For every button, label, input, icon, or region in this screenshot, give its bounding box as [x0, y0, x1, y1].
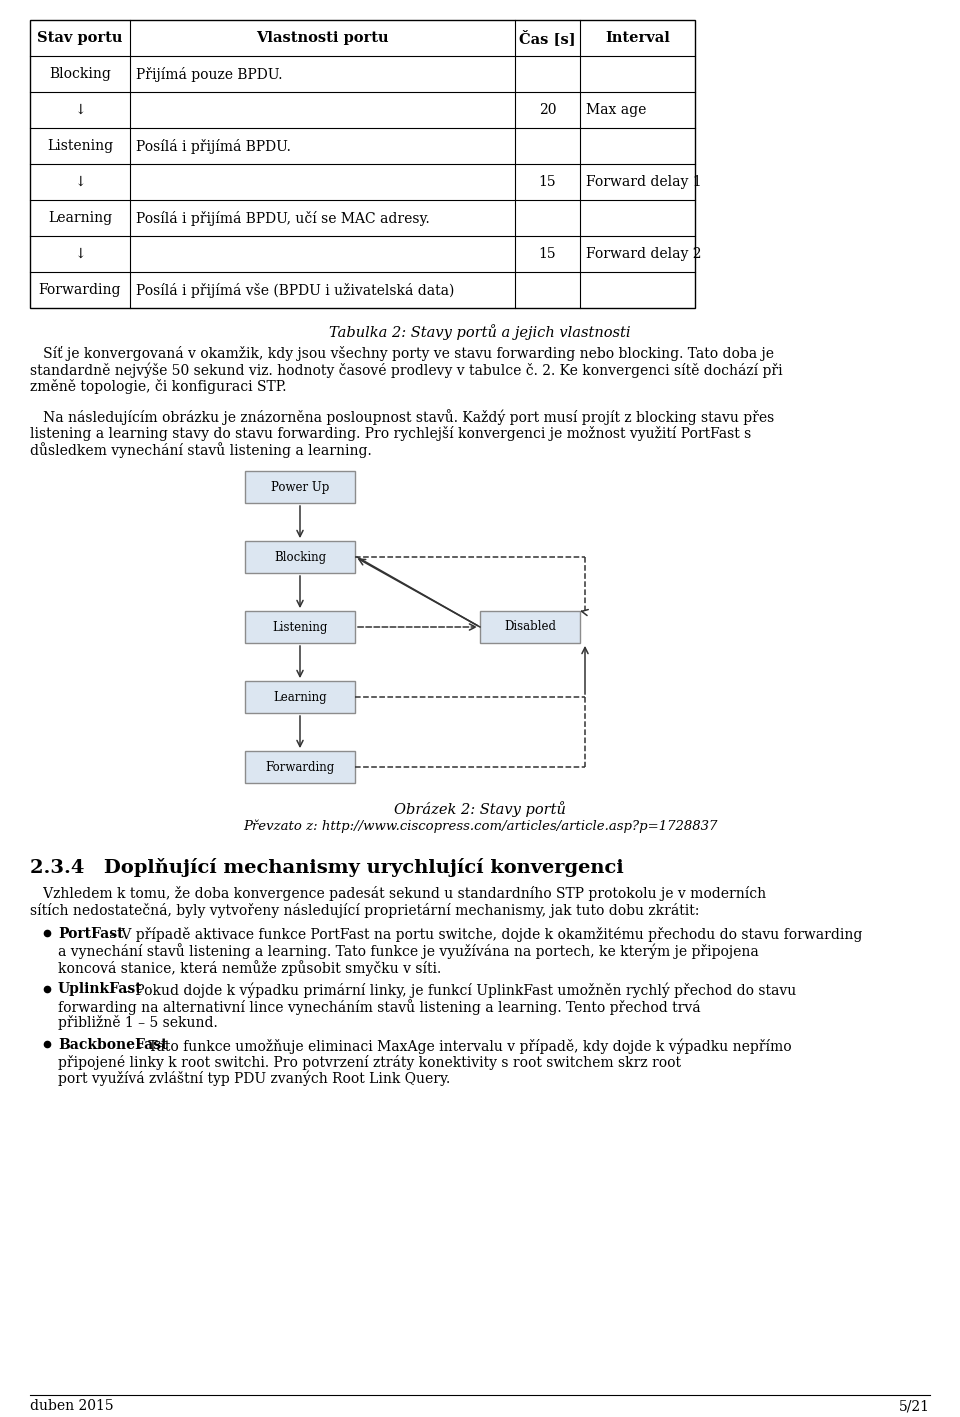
Text: UplinkFast: UplinkFast: [58, 982, 143, 996]
Text: Přijímá pouze BPDU.: Přijímá pouze BPDU.: [136, 67, 282, 82]
Text: Posílá i přijímá BPDU.: Posílá i přijímá BPDU.: [136, 139, 291, 153]
Text: BackboneFast: BackboneFast: [58, 1039, 167, 1051]
Bar: [245, 611, 355, 643]
Bar: [245, 541, 355, 572]
Text: 15: 15: [539, 247, 556, 261]
Text: ↓: ↓: [74, 103, 85, 118]
Text: Vlastnosti portu: Vlastnosti portu: [256, 31, 389, 45]
Text: Interval: Interval: [605, 31, 670, 45]
Text: Čas [s]: Čas [s]: [519, 30, 576, 45]
Text: Forwarding: Forwarding: [265, 761, 335, 774]
Bar: [245, 682, 355, 713]
Text: Forward delay 1: Forward delay 1: [586, 176, 702, 188]
Text: duben 2015: duben 2015: [30, 1399, 113, 1413]
Text: Blocking: Blocking: [274, 550, 326, 564]
Text: Převzato z: http://www.ciscopress.com/articles/article.asp?p=1728837: Převzato z: http://www.ciscopress.com/ar…: [243, 819, 717, 833]
Text: důsledkem vynechání stavů listening a learning.: důsledkem vynechání stavů listening a le…: [30, 442, 372, 458]
Text: Forwarding: Forwarding: [38, 283, 121, 298]
Text: 5/21: 5/21: [899, 1399, 930, 1413]
Text: přibližně 1 – 5 sekund.: přibližně 1 – 5 sekund.: [58, 1016, 218, 1030]
Text: Posílá i přijímá vše (BPDU i uživatelská data): Posílá i přijímá vše (BPDU i uživatelská…: [136, 282, 454, 298]
Text: port využívá zvláštní typ PDU zvaných Root Link Query.: port využívá zvláštní typ PDU zvaných Ro…: [58, 1071, 450, 1087]
Text: Disabled: Disabled: [504, 621, 556, 633]
Text: listening a learning stavy do stavu forwarding. Pro rychlejší konvergenci je mož: listening a learning stavy do stavu forw…: [30, 427, 752, 441]
Text: změně topologie, či konfiguraci STP.: změně topologie, či konfiguraci STP.: [30, 378, 286, 394]
Text: a vynechání stavů listening a learning. Tato funkce je využívána na portech, ke : a vynechání stavů listening a learning. …: [58, 944, 758, 959]
Bar: [480, 611, 580, 643]
Text: PortFast: PortFast: [58, 927, 124, 941]
Text: Tabulka 2: Stavy portů a jejich vlastnosti: Tabulka 2: Stavy portů a jejich vlastnos…: [329, 324, 631, 340]
Text: 2.3.4 Doplňující mechanismy urychlující konvergenci: 2.3.4 Doplňující mechanismy urychlující …: [30, 859, 624, 877]
Text: 20: 20: [539, 103, 556, 118]
Text: Obrázek 2: Stavy portů: Obrázek 2: Stavy portů: [394, 801, 566, 816]
Text: standardně nejvýše 50 sekund viz. hodnoty časové prodlevy v tabulce č. 2. Ke kon: standardně nejvýše 50 sekund viz. hodnot…: [30, 363, 782, 378]
Text: Power Up: Power Up: [271, 480, 329, 493]
Text: 15: 15: [539, 176, 556, 188]
Bar: [245, 751, 355, 784]
Text: forwarding na alternativní lince vynecháním stavů listening a learning. Tento př: forwarding na alternativní lince vynechá…: [58, 999, 701, 1015]
Text: koncová stanice, která nemůže způsobit smyčku v síti.: koncová stanice, která nemůže způsobit s…: [58, 959, 442, 976]
Text: připojené linky k root switchi. Pro potvrzení ztráty konektivity s root switchem: připojené linky k root switchi. Pro potv…: [58, 1054, 681, 1070]
Text: – Tato funkce umožňuje eliminaci MaxAge intervalu v případě, kdy dojde k výpadku: – Tato funkce umožňuje eliminaci MaxAge …: [136, 1039, 791, 1053]
Text: ↓: ↓: [74, 247, 85, 261]
Text: Na následujícím obrázku je znázorněna posloupnost stavů. Každý port musí projít : Na následujícím obrázku je znázorněna po…: [30, 410, 775, 425]
Text: Blocking: Blocking: [49, 67, 111, 81]
Bar: [30, 20, 695, 307]
Text: ↓: ↓: [74, 176, 85, 188]
Bar: [245, 470, 355, 503]
Text: Vzhledem k tomu, že doba konvergence padesát sekund u standardního STP protokolu: Vzhledem k tomu, že doba konvergence pad…: [30, 886, 766, 901]
Text: Listening: Listening: [273, 621, 327, 633]
Text: Posílá i přijímá BPDU, učí se MAC adresy.: Posílá i přijímá BPDU, učí se MAC adresy…: [136, 211, 430, 225]
Text: Listening: Listening: [47, 139, 113, 153]
Text: Learning: Learning: [48, 211, 112, 225]
Text: Síť je konvergovaná v okamžik, kdy jsou všechny porty ve stavu forwarding nebo b: Síť je konvergovaná v okamžik, kdy jsou …: [30, 346, 774, 361]
Text: Learning: Learning: [274, 690, 326, 703]
Text: Forward delay 2: Forward delay 2: [586, 247, 702, 261]
Text: Stav portu: Stav portu: [37, 31, 123, 45]
Text: – Pokud dojde k výpadku primární linky, je funkcí UplinkFast umožněn rychlý přec: – Pokud dojde k výpadku primární linky, …: [124, 982, 796, 998]
Text: Max age: Max age: [586, 103, 646, 118]
Text: sítích nedostatečná, byly vytvořeny následující proprietární mechanismy, jak tut: sítích nedostatečná, byly vytvořeny násl…: [30, 903, 700, 917]
Text: – V případě aktivace funkce PortFast na portu switche, dojde k okamžitému přecho: – V případě aktivace funkce PortFast na …: [110, 927, 863, 942]
